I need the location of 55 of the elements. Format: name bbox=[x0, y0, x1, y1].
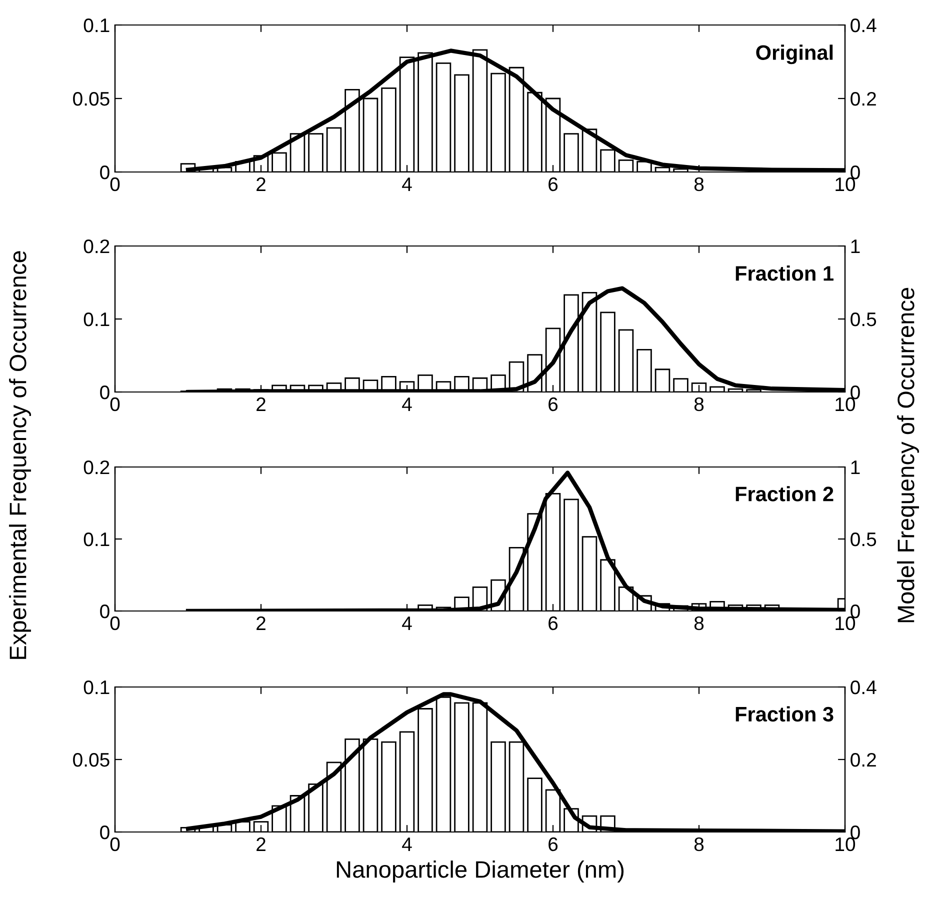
x-tick-label: 8 bbox=[694, 837, 704, 852]
y2-axis-title: Model Frequency of Occurrence bbox=[896, 288, 920, 622]
x-tick-label: 4 bbox=[402, 178, 412, 191]
annotation: Fraction 3 bbox=[736, 706, 834, 722]
y-tick-label: 0 bbox=[100, 825, 110, 840]
x-tick-label: 4 bbox=[402, 838, 412, 851]
y-tick-label: 0.1 bbox=[84, 18, 110, 32]
x-tick-label: 2 bbox=[256, 616, 266, 630]
y-tick-label: 0.05 bbox=[73, 92, 110, 106]
y2-tick-label: 0 bbox=[850, 385, 860, 400]
y-axis-title: Experimental Frequency of Occurrence bbox=[8, 251, 32, 659]
x-tick-label: 0 bbox=[110, 397, 120, 412]
y2-tick-label: 1 bbox=[851, 460, 860, 474]
y-tick-label: 0.2 bbox=[84, 239, 110, 254]
y-tick-label: 0.1 bbox=[84, 312, 110, 326]
x-tick-label: 4 bbox=[402, 616, 412, 630]
x-tick-label: 8 bbox=[694, 397, 704, 412]
x-tick-label: 8 bbox=[694, 177, 704, 192]
y-tick-label: 0.1 bbox=[84, 532, 110, 546]
y-tick-label: 0.1 bbox=[84, 680, 110, 694]
annotation: Fraction 2 bbox=[736, 486, 834, 502]
y2-tick-label: 0 bbox=[850, 825, 860, 840]
x-tick-label: 6 bbox=[548, 616, 558, 630]
annotation: Fraction 1 bbox=[736, 265, 834, 281]
y2-tick-label: 0.2 bbox=[850, 752, 876, 767]
x-tick-label: 2 bbox=[256, 837, 266, 851]
x-tick-label: 0 bbox=[110, 616, 120, 630]
x-tick-label: 10 bbox=[836, 837, 856, 852]
x-tick-label: 10 bbox=[836, 616, 856, 630]
y2-tick-label: 0.5 bbox=[850, 532, 876, 546]
x-tick-label: 6 bbox=[548, 837, 558, 852]
x-tick-label: 0 bbox=[110, 177, 120, 192]
x-tick-label: 2 bbox=[256, 397, 266, 411]
x-tick-label: 2 bbox=[256, 177, 266, 191]
y-tick-label: 0 bbox=[100, 604, 110, 618]
x-tick-label: 10 bbox=[836, 397, 856, 412]
y2-tick-label: 0 bbox=[850, 165, 860, 180]
y-tick-label: 0.05 bbox=[73, 752, 110, 767]
y2-tick-label: 0.4 bbox=[850, 680, 876, 694]
x-axis-title: Nanoparticle Diameter (nm) bbox=[336, 860, 624, 883]
x-tick-label: 10 bbox=[836, 177, 856, 192]
x-tick-label: 6 bbox=[548, 177, 558, 192]
x-tick-label: 8 bbox=[694, 616, 704, 630]
y-tick-label: 0.2 bbox=[84, 460, 110, 474]
y-tick-label: 0 bbox=[100, 385, 110, 400]
y2-tick-label: 0.5 bbox=[850, 312, 876, 326]
y2-tick-label: 0 bbox=[850, 604, 860, 618]
y2-tick-label: 1 bbox=[851, 240, 860, 254]
y-tick-label: 0 bbox=[100, 165, 110, 180]
y2-tick-label: 0.2 bbox=[850, 92, 876, 106]
x-tick-label: 0 bbox=[110, 837, 120, 852]
x-tick-label: 6 bbox=[548, 397, 558, 412]
x-tick-label: 4 bbox=[402, 398, 412, 411]
y2-tick-label: 0.4 bbox=[850, 18, 876, 32]
annotation: Original bbox=[756, 44, 833, 64]
